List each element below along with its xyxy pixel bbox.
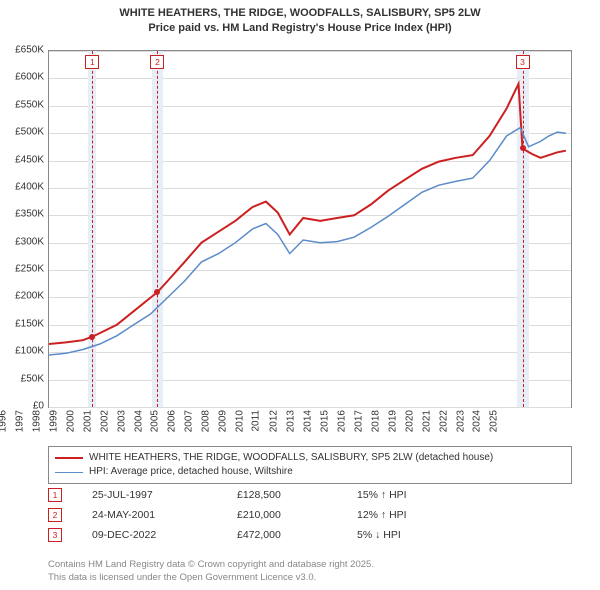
sales-diff: 15% ↑ HPI [357, 489, 467, 501]
chart-area: 1 2 3 [48, 50, 572, 408]
legend-item: WHITE HEATHERS, THE RIDGE, WOODFALLS, SA… [55, 451, 565, 465]
gridline [49, 407, 571, 408]
sale-marker: 3 [516, 55, 530, 69]
legend-label: HPI: Average price, detached house, Wilt… [89, 465, 293, 479]
legend-swatch [55, 472, 83, 473]
y-tick-label: £50K [2, 373, 44, 384]
title-line1: WHITE HEATHERS, THE RIDGE, WOODFALLS, SA… [0, 6, 600, 21]
footer-line2: This data is licensed under the Open Gov… [48, 572, 374, 584]
sales-row: 1 25-JUL-1997 £128,500 15% ↑ HPI [48, 488, 572, 502]
y-tick-label: £250K [2, 264, 44, 275]
sale-dot [520, 145, 526, 151]
y-tick-label: £350K [2, 209, 44, 220]
sales-price: £210,000 [237, 509, 327, 521]
legend: WHITE HEATHERS, THE RIDGE, WOODFALLS, SA… [48, 446, 572, 484]
legend-swatch [55, 457, 83, 459]
x-tick-label: 2025 [489, 410, 600, 432]
footer-attribution: Contains HM Land Registry data © Crown c… [48, 559, 374, 584]
sales-diff: 5% ↓ HPI [357, 529, 467, 541]
y-tick-label: £550K [2, 99, 44, 110]
y-tick-label: £200K [2, 291, 44, 302]
legend-item: HPI: Average price, detached house, Wilt… [55, 465, 565, 479]
sales-index-box: 1 [48, 488, 62, 502]
y-tick-label: £650K [2, 45, 44, 56]
y-tick-label: £600K [2, 72, 44, 83]
sales-price: £472,000 [237, 529, 327, 541]
y-tick-label: £100K [2, 346, 44, 357]
y-tick-label: £300K [2, 236, 44, 247]
title-line2: Price paid vs. HM Land Registry's House … [0, 21, 600, 36]
sales-row: 2 24-MAY-2001 £210,000 12% ↑ HPI [48, 508, 572, 522]
y-tick-label: £450K [2, 154, 44, 165]
sales-price: £128,500 [237, 489, 327, 501]
sales-table: 1 25-JUL-1997 £128,500 15% ↑ HPI 2 24-MAY-200… [48, 488, 572, 548]
legend-label: WHITE HEATHERS, THE RIDGE, WOODFALLS, SA… [89, 451, 493, 465]
sales-index-box: 3 [48, 528, 62, 542]
y-tick-label: £400K [2, 181, 44, 192]
sale-dot [89, 334, 95, 340]
footer-line1: Contains HM Land Registry data © Crown c… [48, 559, 374, 571]
sales-row: 3 09-DEC-2022 £472,000 5% ↓ HPI [48, 528, 572, 542]
sale-marker: 1 [85, 55, 99, 69]
sale-dot [154, 289, 160, 295]
sale-marker: 2 [150, 55, 164, 69]
chart-title: WHITE HEATHERS, THE RIDGE, WOODFALLS, SA… [0, 0, 600, 36]
series-hpi [49, 128, 566, 355]
sales-diff: 12% ↑ HPI [357, 509, 467, 521]
sales-date: 25-JUL-1997 [92, 489, 207, 501]
series-svg [49, 51, 571, 407]
sales-index-box: 2 [48, 508, 62, 522]
y-tick-label: £150K [2, 318, 44, 329]
series-price_paid [49, 84, 566, 344]
sales-date: 09-DEC-2022 [92, 529, 207, 541]
sales-date: 24-MAY-2001 [92, 509, 207, 521]
y-tick-label: £500K [2, 127, 44, 138]
